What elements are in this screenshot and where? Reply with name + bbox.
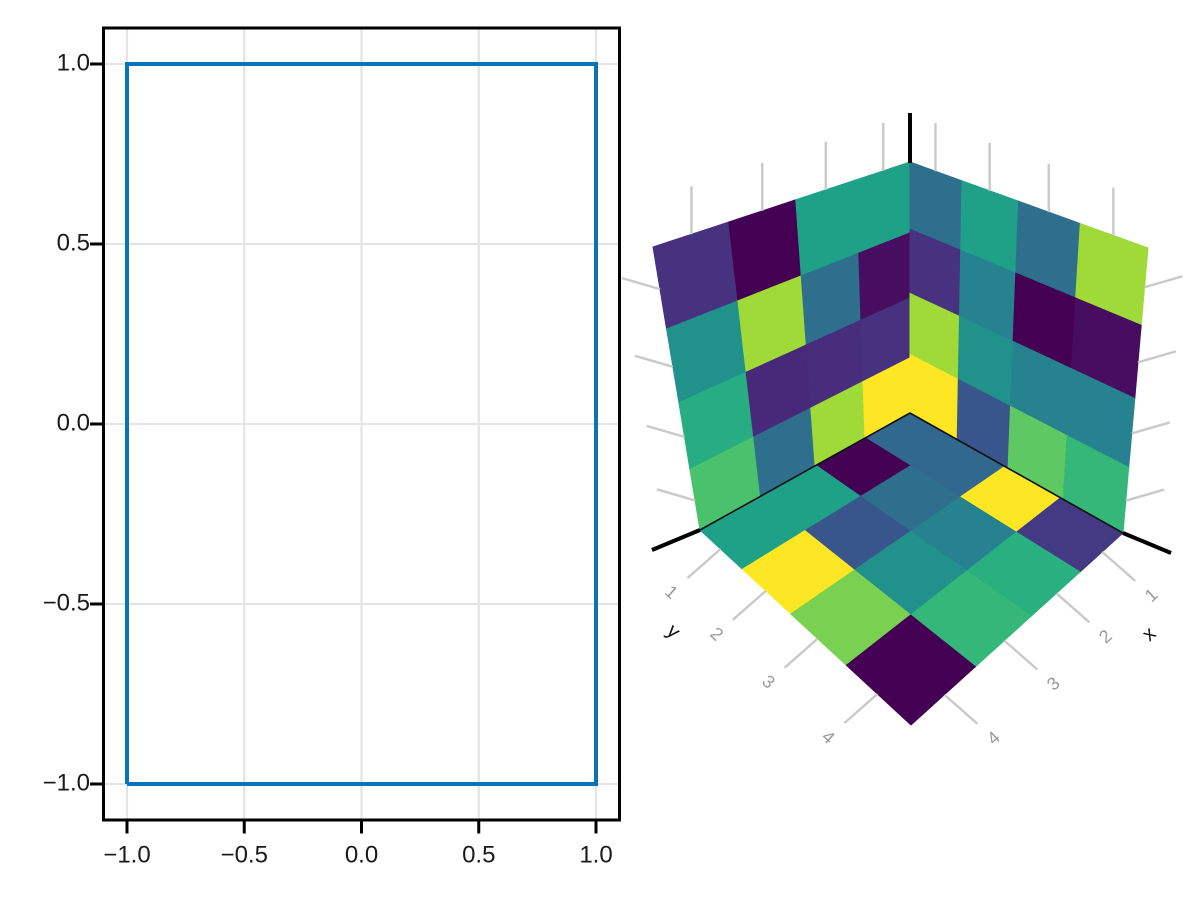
z-tick-right [1137, 350, 1177, 364]
y-tick-label-3d: 2 [706, 623, 727, 645]
heatmap-floor-cell [845, 614, 977, 726]
floor-frame-line [699, 412, 911, 531]
y-tick-label-3d: 1 [661, 581, 682, 603]
x-tick-label: −1.0 [103, 841, 150, 868]
y-tick-label: −1.0 [43, 769, 90, 796]
y-tick-3d [783, 637, 819, 669]
y-tick-3d [686, 548, 722, 579]
x-tick-3d [1003, 639, 1039, 671]
x-tick-label-3d: 3 [1043, 673, 1064, 695]
y-axis-label: y [662, 620, 684, 643]
x-tick-label-3d: 1 [1141, 584, 1162, 606]
axis-2d: −1.0 −0.5 0.0 0.5 1.0 1.0 0.5 0.0 −0.5 −1.0 [43, 26, 621, 868]
y-tick-label-3d: 4 [818, 726, 839, 748]
line-series-rectangle [125, 62, 598, 786]
x-tick-label: −0.5 [221, 841, 268, 868]
corner-spine-right [1122, 531, 1172, 555]
z-tick-left [656, 488, 696, 502]
x-tick-3d [943, 693, 979, 725]
y-tick-label: −0.5 [43, 589, 90, 616]
floor-frame-line [909, 412, 1124, 534]
z-tick-left [646, 424, 685, 439]
z-tick-left [621, 276, 661, 291]
y-tick-3d [843, 693, 879, 724]
z-tick-right [1125, 488, 1165, 502]
axis-spines [102, 26, 621, 822]
x-tick-label: 0.5 [462, 841, 495, 868]
x-tick-3d [1055, 592, 1091, 624]
y-tick-label: 1.0 [57, 49, 90, 76]
y-tick-label: 0.5 [57, 229, 90, 256]
x-tick-3d [1101, 550, 1136, 582]
z-tick-right [1144, 275, 1183, 289]
x-tick-label-3d: 4 [983, 727, 1004, 749]
z-tick-right [1131, 421, 1171, 435]
x-axis-label: x [1138, 623, 1160, 646]
x-tick-label: 1.0 [579, 841, 612, 868]
y-tick-label-3d: 3 [758, 671, 779, 693]
z-tick-left [634, 354, 674, 368]
axis-3d-heatmap: 1 2 3 4 1 2 3 4 y x [621, 113, 1183, 749]
y-tick-3d [732, 589, 767, 621]
x-tick-label-3d: 2 [1095, 626, 1116, 648]
corner-spine-left [651, 528, 701, 552]
x-tick-label: 0.0 [345, 841, 378, 868]
y-tick-label: 0.0 [57, 409, 90, 436]
